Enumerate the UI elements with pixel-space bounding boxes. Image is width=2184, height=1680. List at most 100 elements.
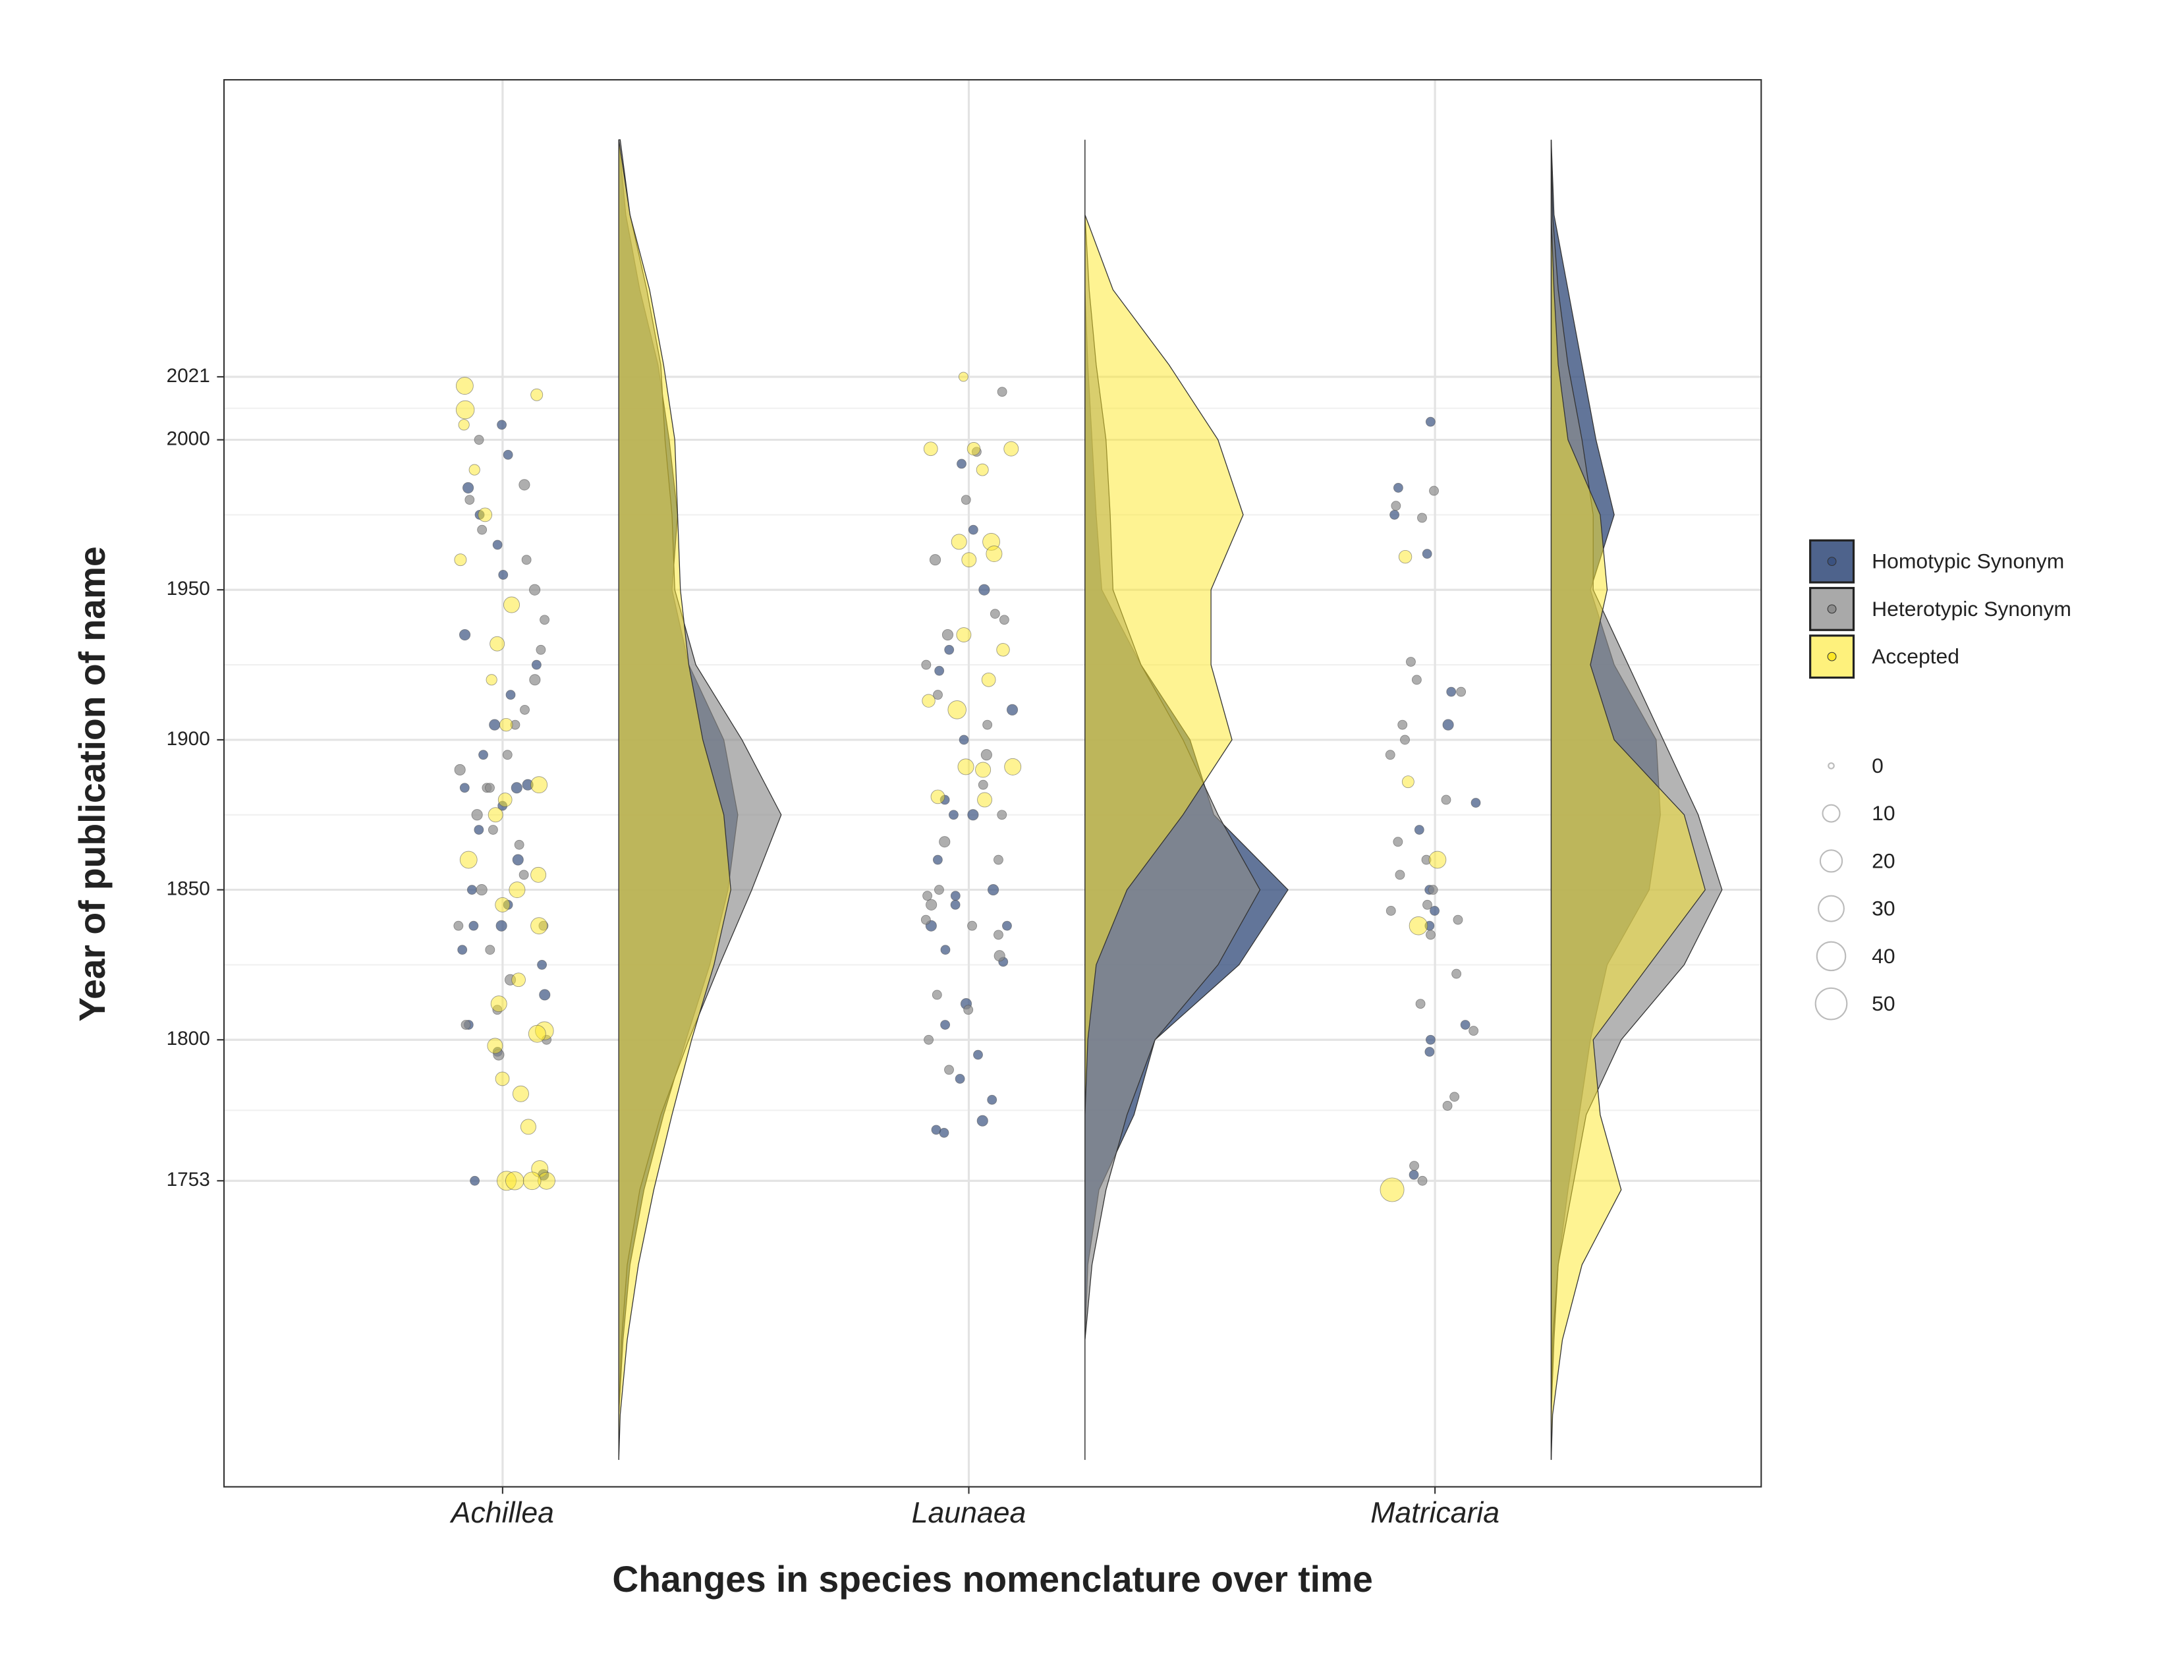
- point: [1398, 549, 1413, 564]
- point: [961, 495, 971, 505]
- size-key: [1819, 849, 1843, 873]
- point: [1429, 486, 1439, 496]
- point: [536, 644, 546, 655]
- point: [530, 388, 544, 401]
- point: [958, 372, 968, 382]
- point: [488, 825, 498, 835]
- x-tick-label: Matricaria: [1370, 1497, 1499, 1529]
- point: [477, 524, 488, 535]
- point: [1411, 675, 1422, 685]
- point: [540, 615, 550, 625]
- point: [471, 809, 483, 821]
- point: [455, 400, 475, 420]
- point: [486, 674, 497, 686]
- point: [967, 920, 977, 931]
- point: [1428, 885, 1438, 895]
- point: [488, 807, 503, 823]
- y-tick-label: 1950: [167, 578, 210, 600]
- size-key: [1828, 762, 1835, 770]
- point: [468, 464, 480, 476]
- point: [1409, 1169, 1419, 1180]
- point: [1426, 930, 1436, 940]
- size-key: [1814, 987, 1848, 1021]
- point: [950, 891, 961, 901]
- point: [1446, 686, 1457, 697]
- legend-label: Heterotypic Synonym: [1872, 597, 2071, 621]
- point: [976, 1115, 988, 1127]
- point: [520, 1119, 536, 1135]
- point: [1401, 775, 1414, 789]
- point: [1430, 906, 1440, 916]
- point: [489, 719, 501, 731]
- y-axis-title: Year of publication of name: [72, 546, 113, 1021]
- legend: Homotypic Synonym Heterotypic Synonym Acce…: [1809, 539, 2071, 1021]
- point: [939, 836, 951, 848]
- size-label: 50: [1872, 992, 1895, 1015]
- point: [997, 387, 1007, 397]
- panel-border: [223, 79, 1762, 1488]
- point: [921, 659, 932, 670]
- point: [530, 866, 547, 883]
- point: [531, 659, 542, 670]
- point: [966, 442, 981, 456]
- point: [529, 674, 541, 686]
- point: [994, 930, 1003, 940]
- point: [1414, 825, 1424, 835]
- size-label: 30: [1872, 897, 1895, 920]
- point: [455, 377, 474, 395]
- point: [505, 1171, 524, 1190]
- x-tick-label: Launaea: [912, 1497, 1026, 1529]
- y-tick-label: 1753: [167, 1169, 210, 1190]
- point: [490, 995, 507, 1013]
- point: [485, 783, 495, 793]
- density: [618, 140, 731, 1460]
- point: [459, 851, 478, 869]
- point: [1417, 1175, 1428, 1186]
- point: [1425, 416, 1436, 427]
- point: [462, 482, 474, 493]
- point: [1456, 686, 1467, 697]
- point: [1417, 513, 1427, 523]
- x-axis-title: Changes in species nomenclature over tim…: [612, 1559, 1373, 1600]
- point: [474, 825, 484, 835]
- point: [521, 555, 532, 565]
- point: [929, 554, 941, 566]
- point: [459, 629, 471, 641]
- point: [495, 920, 507, 932]
- point: [499, 717, 513, 732]
- point: [1422, 549, 1432, 559]
- point: [530, 917, 548, 935]
- point: [1441, 795, 1451, 805]
- point: [502, 750, 513, 760]
- size-label: 0: [1872, 754, 1884, 777]
- point: [1002, 920, 1012, 931]
- point: [1391, 501, 1401, 511]
- point: [967, 809, 979, 821]
- point: [470, 1175, 480, 1186]
- point: [464, 495, 475, 505]
- point: [948, 810, 959, 820]
- point: [982, 719, 993, 730]
- point: [987, 1094, 997, 1105]
- point: [485, 945, 495, 955]
- point: [1449, 1092, 1460, 1102]
- y-tick-label: 1850: [167, 878, 210, 899]
- point: [1004, 758, 1022, 775]
- point: [975, 762, 992, 778]
- point: [1460, 1020, 1470, 1030]
- point: [957, 459, 966, 469]
- size-key: [1816, 941, 1847, 972]
- point: [466, 885, 477, 895]
- point: [999, 615, 1009, 625]
- point: [968, 524, 978, 535]
- point: [990, 609, 1000, 619]
- point: [977, 792, 993, 808]
- legend-key-dot: [1827, 557, 1837, 567]
- point: [505, 690, 516, 700]
- point: [1428, 851, 1447, 869]
- size-label: 40: [1872, 944, 1895, 968]
- point: [512, 854, 524, 866]
- point: [478, 750, 488, 760]
- point: [1393, 482, 1403, 493]
